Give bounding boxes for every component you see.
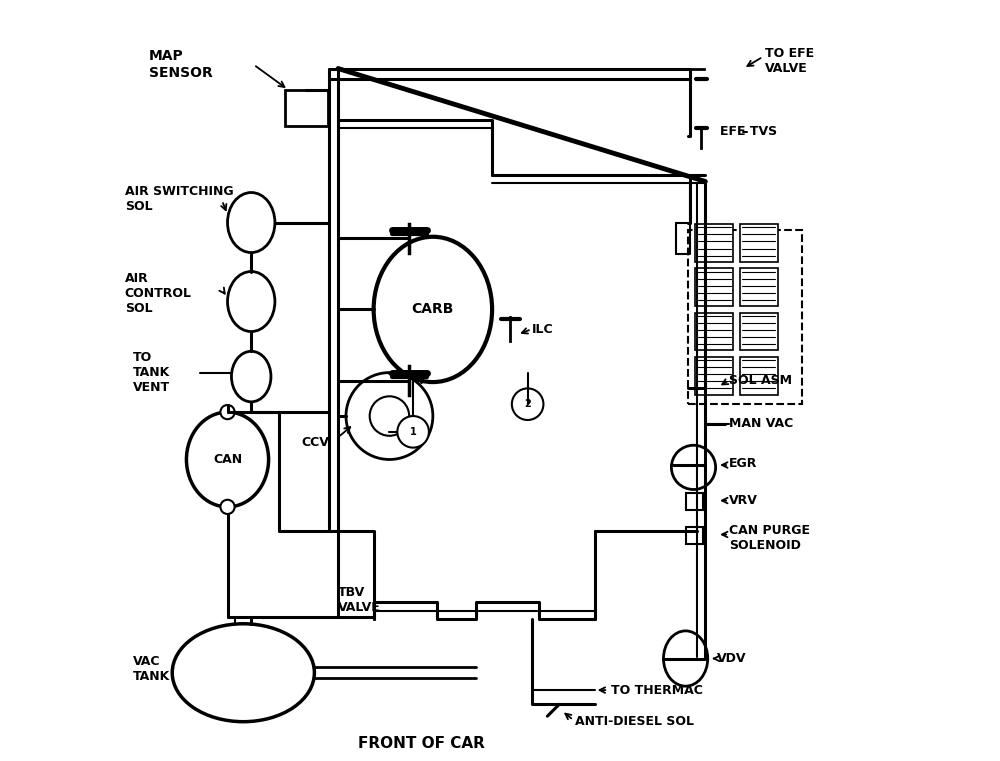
- Text: 2: 2: [524, 400, 531, 409]
- Bar: [695, 224, 733, 262]
- Circle shape: [220, 500, 235, 514]
- Text: AIR
CONTROL
SOL: AIR CONTROL SOL: [125, 272, 192, 315]
- Text: SOL ASM: SOL ASM: [729, 374, 792, 387]
- Bar: [740, 357, 778, 395]
- Text: CCV: CCV: [301, 435, 329, 448]
- Circle shape: [346, 373, 433, 460]
- Circle shape: [512, 388, 543, 420]
- Text: MAP
SENSOR: MAP SENSOR: [149, 49, 212, 80]
- Bar: [686, 492, 703, 510]
- Text: TBV
VALVE: TBV VALVE: [338, 586, 381, 614]
- Text: VRV: VRV: [729, 494, 758, 507]
- Text: EFE TVS: EFE TVS: [720, 126, 777, 139]
- Text: ANTI-DIESEL SOL: ANTI-DIESEL SOL: [575, 715, 694, 728]
- Ellipse shape: [172, 624, 314, 721]
- Bar: [740, 224, 778, 262]
- Bar: [686, 527, 703, 544]
- Ellipse shape: [228, 193, 275, 253]
- Circle shape: [370, 396, 409, 436]
- Bar: [695, 269, 733, 306]
- Text: CARB: CARB: [412, 302, 454, 317]
- Bar: [688, 231, 802, 404]
- Text: CAN PURGE
SOLENOID: CAN PURGE SOLENOID: [729, 524, 810, 552]
- Ellipse shape: [228, 272, 275, 332]
- Ellipse shape: [663, 631, 708, 686]
- Bar: [695, 357, 733, 395]
- Bar: [695, 313, 733, 351]
- Circle shape: [671, 445, 716, 489]
- Ellipse shape: [231, 352, 271, 402]
- Circle shape: [397, 416, 429, 447]
- Text: FRONT OF CAR: FRONT OF CAR: [358, 737, 484, 751]
- Text: VAC
TANK: VAC TANK: [133, 654, 170, 683]
- Text: TO THERMAC: TO THERMAC: [611, 683, 702, 696]
- Text: TO EFE
VALVE: TO EFE VALVE: [765, 46, 814, 75]
- Bar: [740, 269, 778, 306]
- Text: EGR: EGR: [729, 457, 757, 470]
- Text: TO
TANK
VENT: TO TANK VENT: [133, 351, 170, 394]
- Ellipse shape: [186, 412, 269, 507]
- Bar: [740, 313, 778, 351]
- Ellipse shape: [374, 237, 492, 382]
- Text: CAN: CAN: [213, 453, 242, 466]
- Text: VDV: VDV: [717, 652, 747, 665]
- Text: AIR SWITCHING
SOL: AIR SWITCHING SOL: [125, 185, 233, 213]
- Text: 1: 1: [410, 427, 416, 437]
- Bar: [285, 91, 328, 126]
- Circle shape: [220, 405, 235, 419]
- Text: ILC: ILC: [532, 323, 553, 336]
- Text: MAN VAC: MAN VAC: [729, 418, 793, 431]
